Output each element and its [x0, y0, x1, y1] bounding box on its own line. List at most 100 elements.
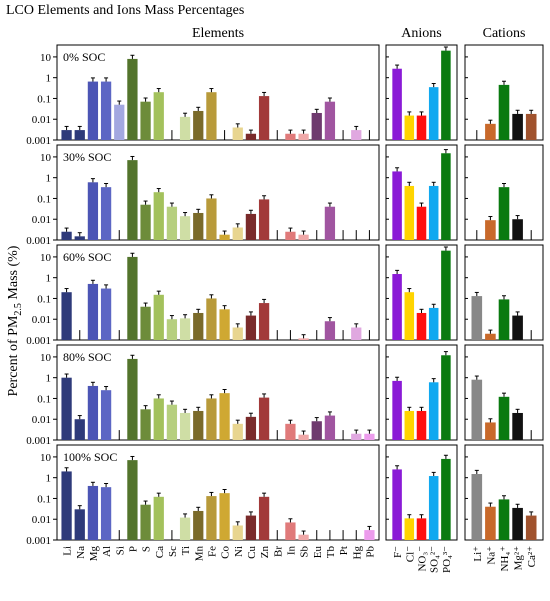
bar-elements-7 [153, 496, 164, 540]
bar-elements-6 [140, 101, 151, 140]
bar-elements-14 [245, 515, 257, 540]
bar-elements-20 [324, 415, 336, 440]
bar-elements-7 [153, 294, 164, 340]
y-tick-label: 1 [46, 373, 52, 385]
bar-elements-9 [179, 318, 191, 340]
bar-elements-6 [140, 306, 151, 340]
x-tick-label: Si [114, 546, 126, 555]
bar-elements-0 [61, 130, 72, 140]
y-tick-label: 1 [46, 73, 52, 85]
bar-anions-2 [416, 206, 427, 240]
bar-elements-15 [258, 96, 270, 140]
bar-cations-1 [485, 333, 496, 340]
bar-elements-0 [61, 471, 72, 540]
y-tick-label: 0.1 [37, 493, 51, 505]
y-tick-label: 10 [40, 152, 52, 164]
y-tick-label: 0.01 [32, 414, 51, 426]
x-tick-label: P [127, 546, 139, 552]
bar-elements-22 [351, 433, 362, 440]
bar-cations-2 [498, 396, 510, 440]
y-tick-label: 0.01 [32, 514, 51, 526]
bar-elements-20 [324, 101, 336, 140]
panel-frame [56, 144, 380, 241]
bar-elements-19 [311, 112, 322, 140]
bar-elements-10 [193, 312, 204, 340]
y-tick-label: 0.01 [32, 314, 51, 326]
x-tick-label: Zn [259, 546, 271, 559]
bar-elements-13 [232, 227, 243, 240]
x-tick-label: Fe [206, 546, 218, 557]
bar-elements-7 [153, 92, 164, 140]
bar-elements-6 [140, 504, 151, 540]
y-tick-label: 1 [46, 273, 52, 285]
bar-elements-12 [219, 309, 230, 340]
panel-label: 30% SOC [63, 150, 111, 164]
y-tick-label: 0.001 [26, 535, 51, 547]
bar-cations-3 [512, 412, 523, 440]
bar-elements-14 [245, 315, 257, 340]
y-tick-label: 10 [40, 252, 52, 264]
bar-anions-2 [416, 518, 427, 540]
bar-elements-10 [193, 212, 204, 240]
bar-elements-22 [351, 327, 362, 340]
bar-elements-2 [87, 283, 99, 340]
panel-frame [56, 444, 380, 541]
bar-elements-3 [100, 487, 112, 540]
bar-elements-17 [285, 522, 296, 540]
panel-label: 60% SOC [63, 250, 111, 264]
bar-elements-0 [61, 377, 72, 440]
bar-elements-13 [232, 423, 243, 440]
panel-frame [56, 344, 380, 441]
bar-cations-2 [498, 187, 510, 240]
y-tick-label: 0.1 [37, 293, 51, 305]
bar-cations-3 [512, 507, 523, 540]
bar-elements-8 [166, 319, 178, 340]
bar-anions-3 [428, 87, 439, 140]
bar-elements-3 [100, 288, 112, 340]
bar-cations-0 [471, 474, 483, 540]
bar-elements-18 [298, 234, 309, 240]
bar-anions-4 [441, 50, 451, 140]
x-tick-label: Li [62, 546, 74, 556]
bar-anions-0 [392, 68, 402, 140]
x-tick-label: NH₄⁺ [499, 546, 511, 572]
bar-elements-1 [74, 419, 85, 440]
x-tick-label: Ni [233, 546, 245, 557]
bar-elements-20 [324, 206, 336, 240]
x-tick-label: Sb [299, 546, 311, 558]
bar-elements-6 [140, 409, 151, 440]
bar-elements-9 [179, 517, 191, 540]
bar-elements-2 [87, 182, 99, 240]
bar-elements-7 [153, 398, 164, 440]
x-tick-label: Tb [325, 546, 337, 559]
bar-elements-11 [206, 92, 217, 140]
bar-elements-0 [61, 292, 72, 340]
bar-anions-4 [441, 458, 451, 540]
bar-elements-15 [258, 199, 270, 240]
bar-elements-5 [127, 358, 138, 440]
bar-anions-1 [404, 292, 415, 340]
x-tick-label: PO₄³⁻ [441, 546, 453, 573]
bar-elements-1 [74, 236, 85, 240]
bar-elements-18 [298, 338, 309, 340]
y-tick-label: 0.1 [37, 93, 51, 105]
x-tick-label: NO₃⁻ [417, 546, 429, 572]
bar-elements-9 [179, 116, 191, 140]
bar-elements-23 [364, 433, 375, 440]
bar-elements-14 [245, 213, 257, 240]
bar-cations-4 [525, 113, 537, 140]
bar-elements-15 [258, 303, 270, 340]
x-tick-label: Ca²⁺ [526, 546, 538, 568]
y-axis-label-sub: 2.5 [13, 303, 24, 316]
bar-anions-4 [441, 153, 451, 240]
bar-elements-15 [258, 397, 270, 440]
x-tick-label: Mn [193, 546, 205, 562]
y-tick-label: 0.01 [32, 114, 51, 126]
bar-elements-15 [258, 496, 270, 540]
bar-anions-4 [441, 250, 451, 340]
bar-cations-4 [525, 515, 537, 540]
bar-elements-9 [179, 216, 191, 240]
bar-elements-4 [114, 104, 125, 140]
y-tick-label: 0.001 [26, 135, 51, 147]
